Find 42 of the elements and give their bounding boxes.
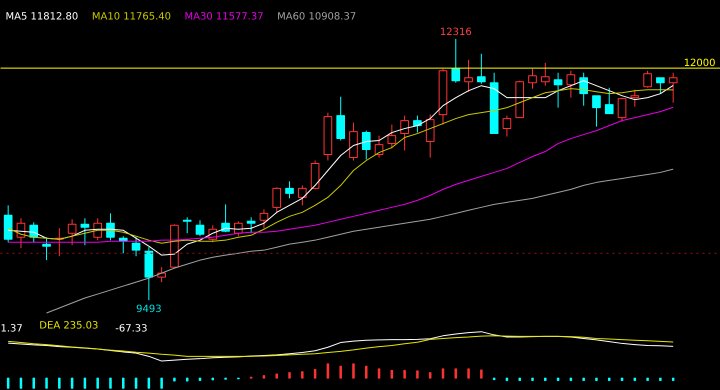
candlestick bbox=[618, 97, 626, 122]
ref-line-label: 12000 bbox=[684, 58, 716, 70]
candlestick bbox=[540, 62, 550, 86]
candlestick bbox=[336, 96, 346, 141]
text: MA10 11765.40 bbox=[92, 12, 171, 22]
candlestick bbox=[374, 135, 384, 158]
text: MA30 11577.37 bbox=[184, 12, 264, 22]
candlestick bbox=[528, 68, 537, 90]
candlestick bbox=[272, 186, 282, 214]
candlestick bbox=[400, 115, 409, 151]
candlestick bbox=[604, 87, 614, 114]
candlestick bbox=[4, 204, 13, 243]
candlestick bbox=[592, 95, 601, 128]
candlestick bbox=[477, 53, 486, 84]
annotation: 9493 bbox=[136, 304, 162, 316]
annotation: -67.33 bbox=[115, 324, 148, 334]
candlestick bbox=[196, 220, 204, 237]
candlestick bbox=[426, 114, 435, 158]
candlestick bbox=[285, 180, 294, 199]
candlestick bbox=[362, 130, 371, 160]
candlestick bbox=[464, 59, 473, 92]
candlestick bbox=[656, 77, 665, 94]
annotation: 12316 bbox=[440, 26, 472, 38]
candlestick bbox=[643, 70, 652, 88]
text: MA5 11812.80 bbox=[6, 12, 78, 22]
candlestick bbox=[182, 216, 192, 234]
candlestick bbox=[132, 236, 140, 257]
candlestick bbox=[260, 208, 268, 229]
annotation: 1.37 bbox=[0, 324, 23, 334]
candlestick bbox=[68, 218, 76, 246]
candlestick bbox=[502, 115, 512, 138]
candlestick bbox=[221, 204, 230, 233]
candlestick bbox=[630, 89, 640, 108]
candlestick bbox=[554, 72, 562, 108]
candlestick bbox=[566, 70, 576, 98]
candlestick bbox=[668, 72, 678, 104]
text: DEA 235.03 bbox=[39, 320, 98, 332]
text: MA60 10908.37 bbox=[277, 12, 356, 22]
candlestick bbox=[387, 124, 396, 150]
candlestick bbox=[451, 38, 460, 84]
candlestick bbox=[42, 236, 51, 261]
candlestick bbox=[298, 184, 307, 206]
